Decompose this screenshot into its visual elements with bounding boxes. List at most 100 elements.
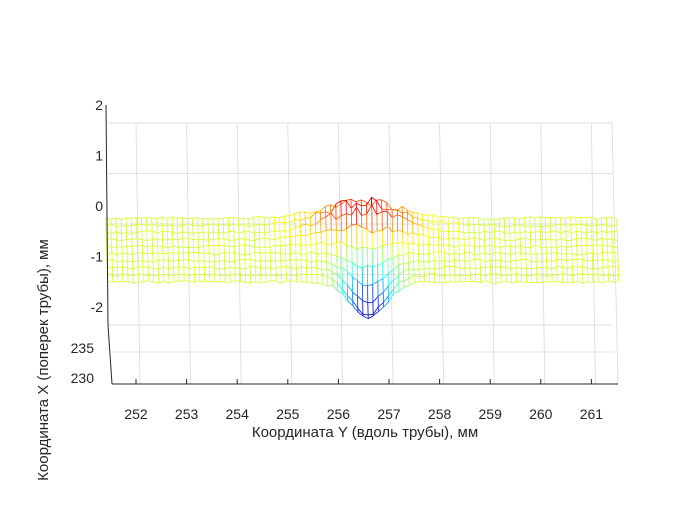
mesh-segment [336, 255, 342, 259]
mesh-segment [443, 251, 450, 256]
mesh-segment [122, 266, 128, 269]
mesh-segment [367, 284, 373, 286]
mesh-segment [439, 275, 445, 277]
mesh-segment [468, 224, 474, 227]
mesh-segment [612, 239, 618, 241]
mesh-segment [393, 290, 400, 294]
mesh-segment [381, 199, 387, 203]
mesh-segment [330, 212, 337, 220]
mesh-segment [142, 252, 148, 254]
mesh-segment [483, 224, 490, 226]
mesh-segment [422, 214, 428, 216]
mesh-segment [448, 230, 454, 233]
mesh-segment [296, 266, 302, 270]
mesh-segment [612, 246, 618, 249]
mesh-segment [248, 216, 254, 220]
mesh-segment [407, 232, 414, 236]
mesh-segment [291, 280, 297, 283]
mesh-segment [454, 259, 460, 262]
mesh-segment [213, 224, 219, 226]
mesh-segment [203, 252, 210, 255]
mesh-segment [531, 273, 537, 277]
mesh-segment [254, 251, 261, 254]
mesh-segment [156, 216, 163, 220]
mesh-segment [530, 239, 536, 241]
mesh-segment [530, 253, 537, 256]
mesh-segment [188, 259, 195, 262]
mesh-segment [142, 245, 148, 248]
mesh-segment [494, 224, 500, 227]
mesh-segment [187, 217, 193, 220]
mesh-segment [511, 281, 517, 284]
mesh-segment [565, 230, 572, 234]
mesh-segment [249, 258, 256, 262]
mesh-segment [535, 230, 541, 233]
mesh-segment [434, 267, 440, 270]
mesh-segment [310, 224, 316, 227]
mesh-segment [311, 266, 317, 269]
mesh-segment [499, 217, 505, 220]
mesh-segment [546, 267, 552, 270]
mesh-segment [151, 217, 157, 220]
mesh-segment [524, 216, 530, 218]
mesh-segment [310, 243, 317, 246]
mesh-segment [417, 217, 423, 221]
mesh-segment [316, 267, 322, 271]
mesh-segment [250, 274, 256, 277]
mesh-segment [357, 308, 364, 315]
mesh-segment [301, 273, 307, 276]
mesh-segment [434, 281, 440, 284]
mesh-segment [480, 273, 486, 276]
mesh-segment [163, 274, 169, 276]
mesh-segment [510, 259, 516, 262]
mesh-segment [224, 245, 230, 247]
mesh-segment [398, 270, 404, 277]
mesh-segment [432, 221, 439, 223]
mesh-segment [290, 252, 296, 255]
mesh-segment [240, 274, 246, 277]
mesh-segment [397, 214, 403, 217]
mesh-segment [437, 215, 443, 218]
mesh-segment [193, 247, 199, 249]
mesh-segment [387, 258, 393, 260]
mesh-segment [327, 276, 333, 280]
mesh-segment [234, 267, 241, 269]
mesh-segment [490, 282, 497, 284]
mesh-segment [372, 295, 379, 303]
mesh-segment [121, 246, 128, 248]
mesh-segment [147, 244, 153, 248]
mesh-segment [372, 247, 378, 250]
mesh-segment [158, 266, 164, 270]
mesh-segment [567, 273, 573, 277]
mesh-segment [556, 246, 562, 248]
mesh-segment [296, 259, 302, 261]
mesh-segment [414, 275, 420, 277]
mesh-segment [501, 280, 507, 283]
mesh-segment [371, 204, 378, 215]
mesh-segment [438, 244, 444, 246]
mesh-segment [337, 290, 343, 295]
axes [105, 104, 618, 385]
mesh-segment [408, 275, 415, 279]
mesh-segment [453, 216, 459, 219]
mesh-segment [402, 230, 409, 236]
mesh-segment [138, 281, 144, 283]
mesh-segment [286, 266, 292, 268]
x-tick-label: 255 [276, 406, 300, 422]
mesh-segment [311, 251, 317, 255]
mesh-segment [495, 266, 501, 268]
mesh-segment [519, 217, 525, 220]
mesh-segment [392, 242, 398, 245]
mesh-segment [536, 261, 542, 263]
mesh-segment [551, 266, 558, 270]
mesh-segment [557, 280, 563, 284]
mesh-segment [336, 273, 343, 281]
mesh-segment [366, 204, 373, 215]
mesh-segment [228, 230, 234, 233]
x-tick-label: 260 [529, 406, 553, 422]
mesh-segment [243, 217, 249, 220]
mesh-segment [398, 280, 404, 283]
mesh-segment [340, 200, 347, 205]
mesh-segment [230, 280, 236, 283]
mesh-segment [362, 265, 368, 269]
